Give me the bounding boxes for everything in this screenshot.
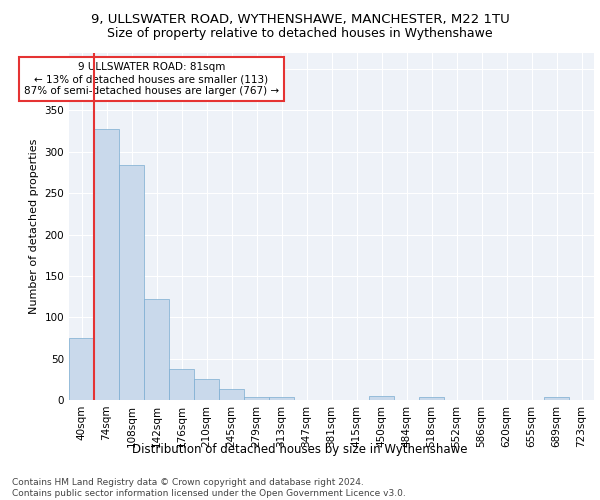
Text: Distribution of detached houses by size in Wythenshawe: Distribution of detached houses by size … <box>132 442 468 456</box>
Text: Contains HM Land Registry data © Crown copyright and database right 2024.
Contai: Contains HM Land Registry data © Crown c… <box>12 478 406 498</box>
Bar <box>369 396 394 400</box>
Text: 9, ULLSWATER ROAD, WYTHENSHAWE, MANCHESTER, M22 1TU: 9, ULLSWATER ROAD, WYTHENSHAWE, MANCHEST… <box>91 12 509 26</box>
Bar <box>169 368 194 400</box>
Y-axis label: Number of detached properties: Number of detached properties <box>29 138 39 314</box>
Bar <box>544 396 569 400</box>
Bar <box>69 338 94 400</box>
Bar <box>194 380 219 400</box>
Bar <box>244 396 269 400</box>
Bar <box>419 396 444 400</box>
Bar <box>94 128 119 400</box>
Bar <box>269 396 294 400</box>
Bar <box>144 299 169 400</box>
Bar <box>219 389 244 400</box>
Text: Size of property relative to detached houses in Wythenshawe: Size of property relative to detached ho… <box>107 28 493 40</box>
Bar <box>119 165 144 400</box>
Text: 9 ULLSWATER ROAD: 81sqm
← 13% of detached houses are smaller (113)
87% of semi-d: 9 ULLSWATER ROAD: 81sqm ← 13% of detache… <box>24 62 279 96</box>
